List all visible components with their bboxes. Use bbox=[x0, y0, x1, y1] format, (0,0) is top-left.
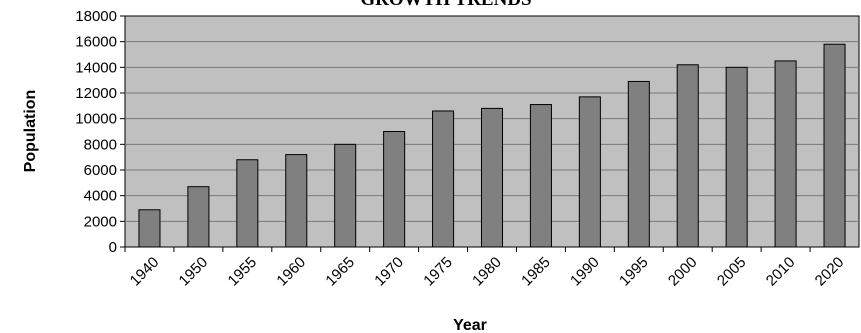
bar-2005 bbox=[725, 66, 748, 248]
x-tick-label: 1960 bbox=[273, 254, 309, 290]
y-tick-label: 16000 bbox=[75, 34, 117, 51]
x-tick-label: 1980 bbox=[469, 254, 505, 290]
bar-2010 bbox=[774, 60, 797, 248]
y-axis-label: Population bbox=[22, 90, 39, 173]
y-tick-label: 18000 bbox=[75, 8, 117, 25]
x-tick-label: 1940 bbox=[127, 254, 163, 290]
bar-2020 bbox=[823, 43, 846, 248]
y-tick-label: 0 bbox=[109, 239, 117, 256]
x-tick-label: 1955 bbox=[225, 254, 261, 290]
x-axis-label: Year bbox=[453, 317, 487, 333]
y-tick-label: 2000 bbox=[84, 213, 117, 230]
bar-1975 bbox=[432, 110, 455, 248]
x-tick-label: 1970 bbox=[371, 254, 407, 290]
bar-1965 bbox=[334, 143, 357, 248]
x-tick-label: 1995 bbox=[616, 254, 652, 290]
bar-1970 bbox=[383, 131, 406, 248]
y-tick-label: 4000 bbox=[84, 188, 117, 205]
bar-1985 bbox=[529, 104, 552, 248]
y-tick-label: 6000 bbox=[84, 162, 117, 179]
x-tick-label: 2010 bbox=[763, 254, 799, 290]
x-tick-label: 1950 bbox=[176, 254, 212, 290]
chart-title: GROWTH TRENDS bbox=[360, 0, 531, 10]
bars bbox=[138, 43, 846, 248]
x-tick-label: 1975 bbox=[420, 254, 456, 290]
bar-1995 bbox=[627, 80, 650, 248]
x-axis-ticks: 1940 1950 1955 1960 1965 1970 1975 1980 1985 1990… bbox=[124, 247, 848, 290]
y-tick-label: 8000 bbox=[84, 136, 117, 153]
x-tick-label: 1985 bbox=[518, 254, 554, 290]
bar-1980 bbox=[480, 107, 504, 248]
x-tick-label: 2020 bbox=[812, 254, 848, 290]
x-tick-label: 1990 bbox=[567, 254, 603, 290]
bar-1960 bbox=[285, 154, 308, 248]
y-tick-label: 10000 bbox=[75, 111, 117, 128]
y-tick-label: 12000 bbox=[75, 85, 117, 102]
x-tick-label: 2005 bbox=[714, 254, 750, 290]
bar-1955 bbox=[236, 159, 259, 248]
y-axis-ticks: 0 2000 4000 6000 8000 10000 12000 14000 16000 180… bbox=[75, 8, 125, 256]
y-tick-label: 14000 bbox=[75, 59, 117, 76]
bar-1940 bbox=[138, 209, 161, 248]
x-tick-label: 1965 bbox=[322, 254, 358, 290]
bar-1990 bbox=[578, 96, 601, 248]
bar-1950 bbox=[187, 186, 210, 248]
x-tick-label: 2000 bbox=[665, 254, 701, 290]
bar-2000 bbox=[676, 64, 699, 248]
